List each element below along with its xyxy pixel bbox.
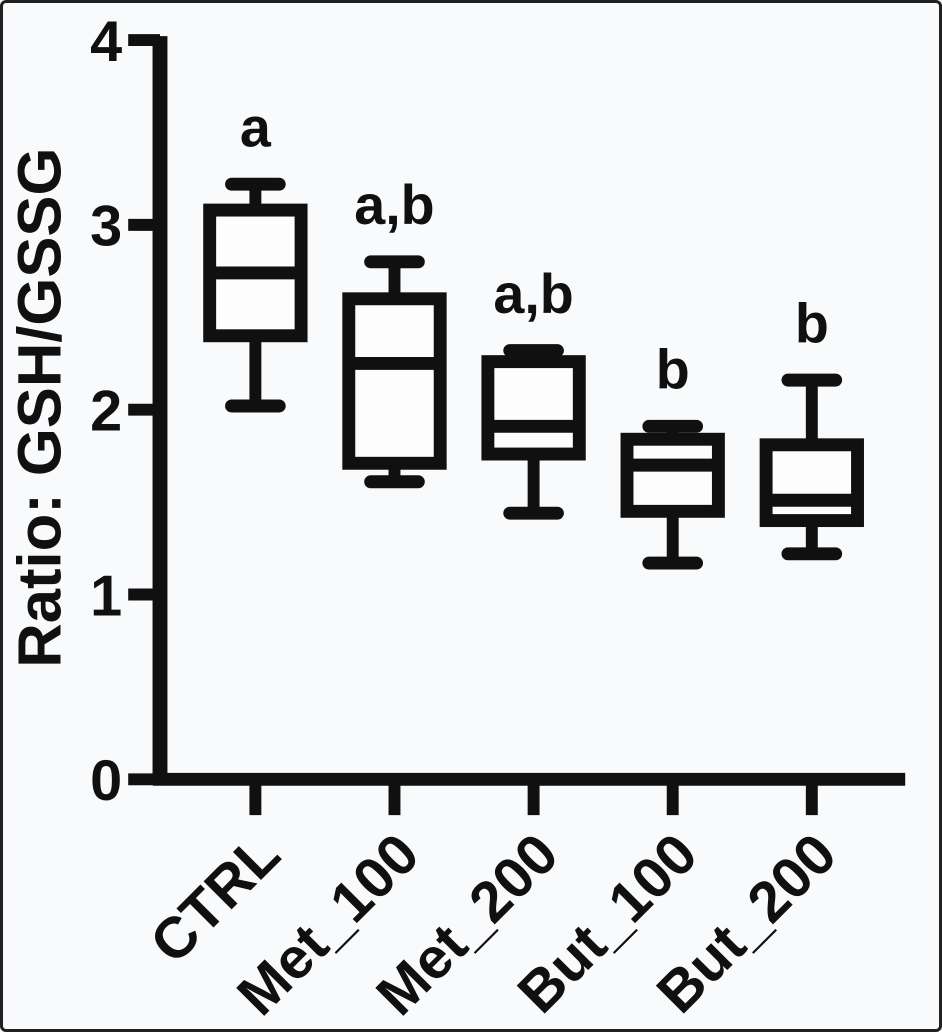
significance-letter: b	[795, 292, 829, 354]
significance-letter: a	[240, 96, 272, 158]
y-tick-label: 3	[90, 195, 122, 259]
iqr-box	[620, 432, 725, 518]
y-tick-label: 1	[90, 564, 122, 628]
iqr-box	[759, 438, 864, 528]
y-axis-title: Ratio: GSH/GSSG	[6, 148, 75, 668]
significance-letter: a,b	[354, 174, 434, 236]
y-tick-label: 2	[90, 380, 122, 444]
plot-canvas: Ratio: GSH/GSSG 01234CTRLaMet_100a,bMet_…	[6, 10, 906, 1028]
iqr-box	[342, 292, 447, 470]
y-tick-label: 0	[90, 749, 122, 813]
y-tick-label: 4	[90, 10, 122, 74]
iqr-box	[481, 355, 586, 461]
significance-letter: a,b	[493, 263, 573, 325]
significance-letter: b	[656, 339, 690, 401]
